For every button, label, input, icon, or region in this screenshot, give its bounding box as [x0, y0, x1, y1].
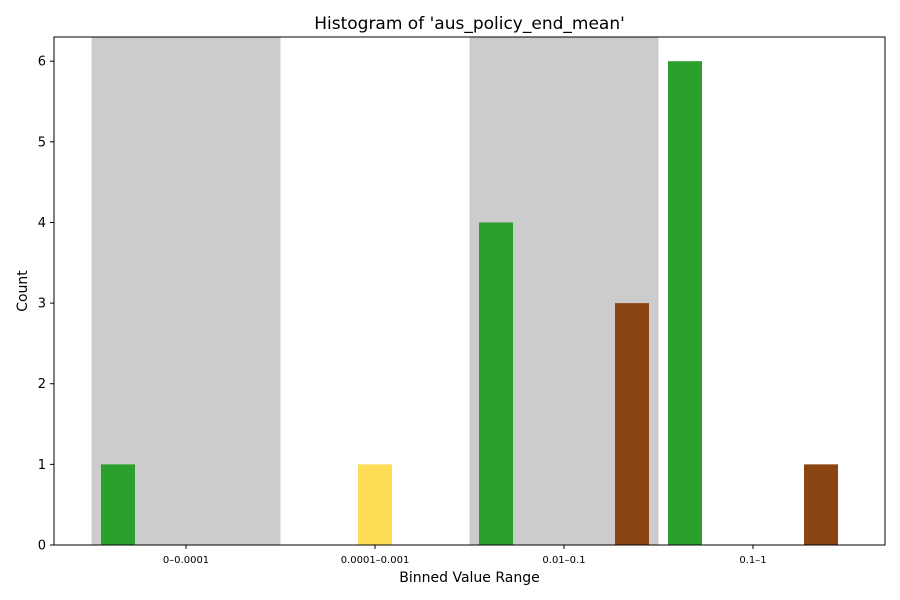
y-tick-label: 6: [38, 55, 46, 70]
x-axis-ticks: 0–0.0001 0.0001–0.001 0.01–0.1 0.1–1: [163, 545, 767, 566]
x-tick-label: 0.0001–0.001: [341, 555, 410, 566]
x-tick-label: 0.1–1: [739, 555, 766, 566]
y-tick-label: 5: [38, 135, 46, 150]
chart-title: Histogram of 'aus_policy_end_mean': [314, 14, 625, 34]
y-tick-label: 1: [38, 458, 46, 473]
y-tick-label: 4: [38, 216, 46, 231]
x-tick-label: 0.01–0.1: [542, 555, 585, 566]
bar-0-01-0-1-series-1: [479, 222, 513, 545]
y-axis-ticks: 0 1 2 3 4 5 6: [38, 55, 54, 554]
bars: [101, 61, 838, 545]
bar-0-0-0001-series-1: [101, 464, 135, 545]
bar-0-1-1-series-1: [668, 61, 702, 545]
bar-0-01-0-1-series-3: [615, 303, 649, 545]
bar-0-1-1-series-3: [804, 464, 838, 545]
shaded-bands: [91, 37, 659, 545]
y-tick-label: 0: [38, 539, 46, 554]
bar-0-0001-0-001-series-2: [358, 464, 392, 545]
x-axis-label: Binned Value Range: [399, 570, 539, 586]
y-tick-label: 2: [38, 377, 46, 392]
shaded-band-0-0-0001: [91, 37, 281, 545]
x-tick-label: 0–0.0001: [163, 555, 209, 566]
y-axis-label: Count: [15, 270, 31, 312]
y-tick-label: 3: [38, 297, 46, 312]
plot-frame: [53, 36, 886, 546]
